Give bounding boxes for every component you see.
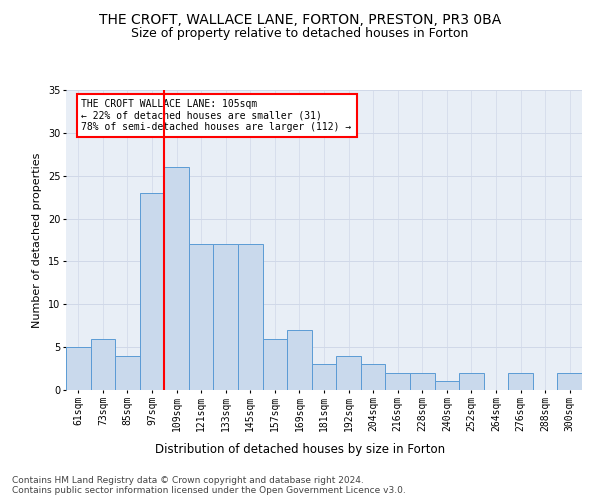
Bar (238, 244, 263, 390)
Text: THE CROFT, WALLACE LANE, FORTON, PRESTON, PR3 0BA: THE CROFT, WALLACE LANE, FORTON, PRESTON… (99, 12, 501, 26)
Bar (459, 373, 484, 390)
Bar (557, 373, 582, 390)
Bar (91, 338, 115, 390)
Bar (508, 373, 533, 390)
Y-axis label: Number of detached properties: Number of detached properties (32, 152, 43, 328)
Bar (385, 373, 410, 390)
Text: Contains HM Land Registry data © Crown copyright and database right 2024.
Contai: Contains HM Land Registry data © Crown c… (12, 476, 406, 495)
Bar (287, 330, 312, 390)
Text: Size of property relative to detached houses in Forton: Size of property relative to detached ho… (131, 28, 469, 40)
Bar (434, 382, 459, 390)
Bar (66, 347, 91, 390)
Bar (361, 364, 385, 390)
Bar (312, 364, 336, 390)
Bar (140, 193, 164, 390)
Bar (189, 244, 214, 390)
Bar (263, 338, 287, 390)
Bar (115, 356, 140, 390)
Bar (164, 167, 189, 390)
Bar (336, 356, 361, 390)
Bar (410, 373, 434, 390)
Bar (214, 244, 238, 390)
Text: THE CROFT WALLACE LANE: 105sqm
← 22% of detached houses are smaller (31)
78% of : THE CROFT WALLACE LANE: 105sqm ← 22% of … (82, 99, 352, 132)
Text: Distribution of detached houses by size in Forton: Distribution of detached houses by size … (155, 442, 445, 456)
